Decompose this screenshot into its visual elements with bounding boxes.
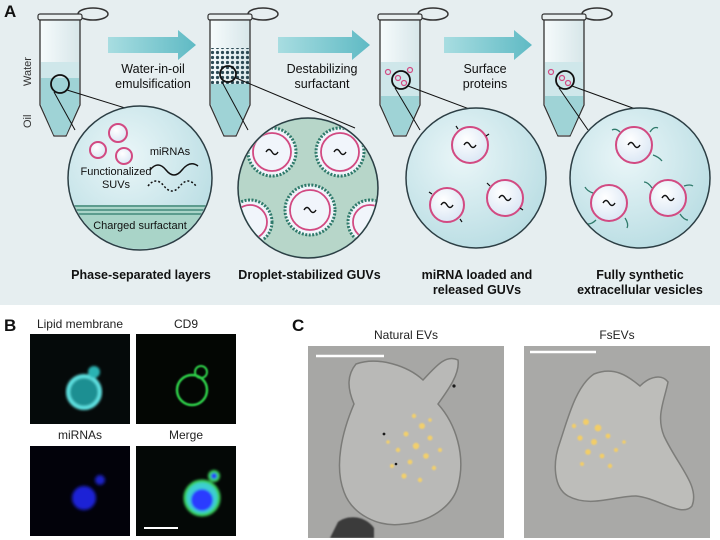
mirnas-label: miRNAs	[149, 146, 191, 158]
caption-2-line-1: Droplet-stabilized GUVs	[238, 268, 381, 282]
inset-synthetic-evs	[569, 107, 711, 249]
step-2-line-2: surfactant	[294, 77, 350, 91]
micrograph-cd9	[136, 334, 236, 424]
tube-2	[207, 7, 356, 137]
step-3-line-2: proteins	[462, 77, 508, 91]
caption-1-line-1: Phase-separated layers	[71, 268, 211, 282]
micrograph-lipid-membrane	[30, 334, 130, 424]
label-fsevs: FsEVs	[599, 328, 635, 342]
micrograph-fsevs	[524, 346, 710, 538]
micrograph-natural-evs	[308, 346, 504, 538]
label-merge: Merge	[168, 428, 203, 442]
panel-label-b: B	[4, 316, 17, 335]
step-1-label: Water-in-oil emulsification	[88, 62, 218, 92]
panel-a-schematic	[37, 7, 711, 259]
suvs-line-2: SUVs	[101, 179, 131, 191]
caption-3: miRNA loaded and released GUVs	[402, 268, 552, 298]
label-lipid-membrane: Lipid membrane	[36, 317, 124, 331]
surfactant-label: Charged surfactant	[93, 220, 187, 232]
caption-3-line-2: released GUVs	[432, 283, 522, 297]
step-3-line-1: Surface	[463, 62, 507, 76]
step-arrow-3	[444, 30, 532, 60]
caption-4: Fully synthetic extracellular vesicles	[562, 268, 718, 298]
step-1-line-1: Water-in-oil	[121, 62, 185, 76]
inset-released-guvs	[405, 107, 547, 249]
label-mirnas: miRNAs	[58, 428, 102, 442]
tube-3	[377, 7, 521, 137]
panel-label-c: C	[292, 316, 305, 335]
micrograph-mirnas	[30, 446, 130, 536]
caption-1: Phase-separated layers	[56, 268, 226, 283]
step-2-label: Destabilizing surfactant	[262, 62, 382, 92]
caption-3-line-1: miRNA loaded and	[421, 268, 533, 282]
label-cd9: CD9	[173, 317, 198, 331]
panel-label-a: A	[4, 2, 17, 21]
suvs-label: Functionalized SUVs	[66, 166, 166, 192]
step-1-line-2: emulsification	[115, 77, 191, 91]
step-arrow-1	[108, 30, 196, 60]
step-3-label: Surface proteins	[430, 62, 540, 92]
micrograph-merge	[136, 446, 236, 536]
caption-4-line-2: extracellular vesicles	[577, 283, 703, 297]
suvs-line-1: Functionalized	[80, 166, 152, 178]
step-arrow-2	[278, 30, 370, 60]
step-2-line-1: Destabilizing	[286, 62, 358, 76]
inset-droplet-stabilized	[237, 117, 379, 259]
inset-phase-separated	[67, 105, 213, 251]
caption-2: Droplet-stabilized GUVs	[222, 268, 397, 283]
tube-1	[37, 7, 191, 137]
label-natural-evs: Natural EVs	[373, 328, 439, 342]
caption-4-line-1: Fully synthetic	[596, 268, 684, 282]
tube-4	[541, 7, 689, 137]
